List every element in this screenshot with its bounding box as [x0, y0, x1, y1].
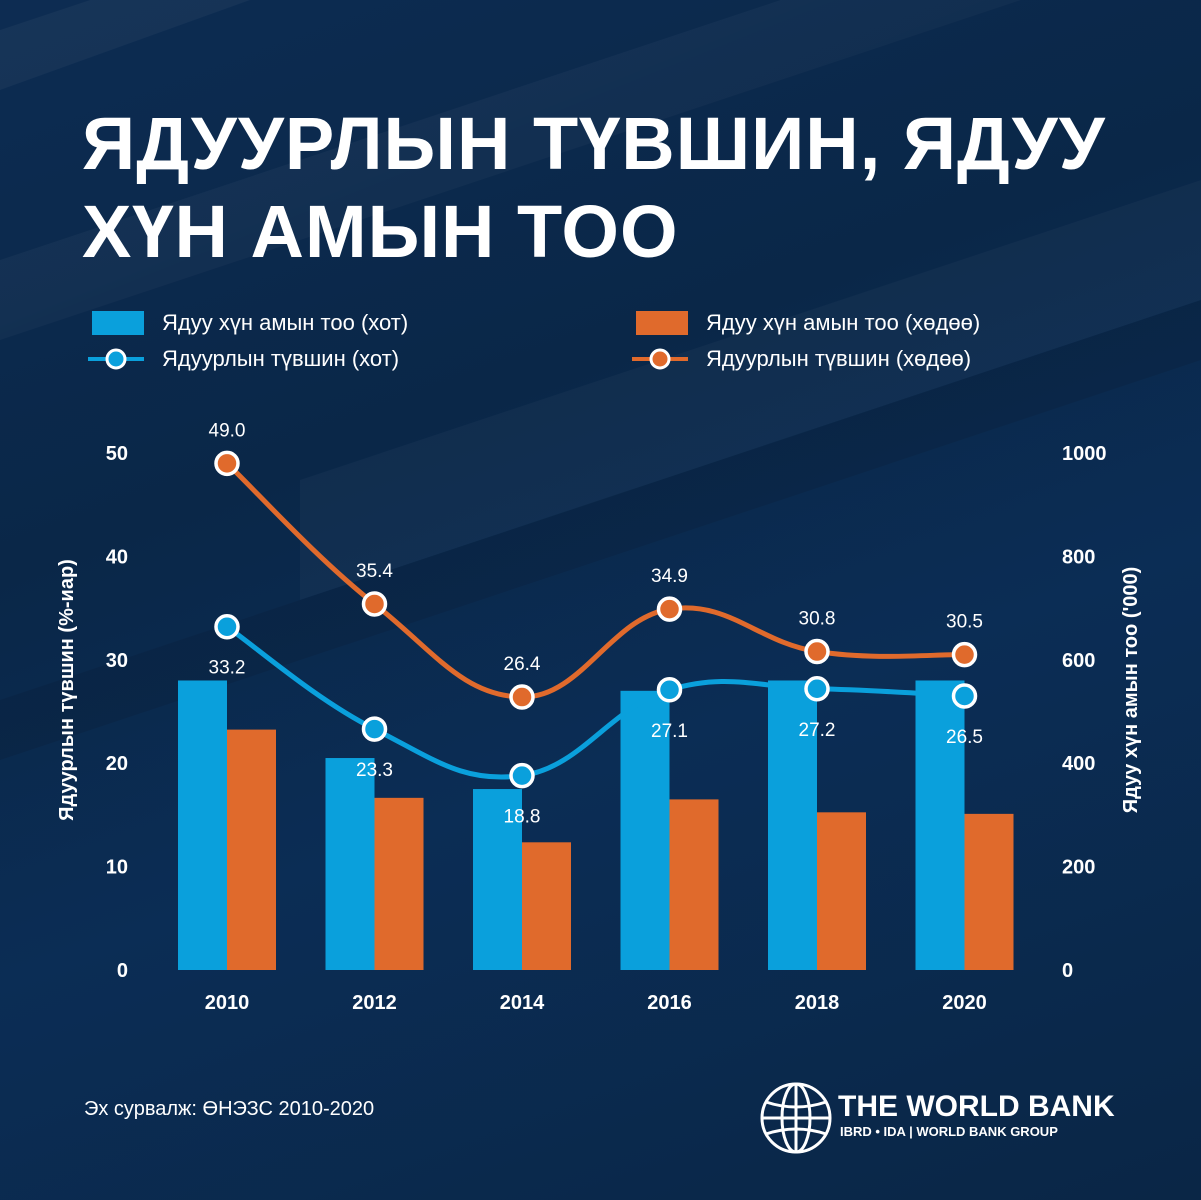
source-note: Эх сурвалж: ӨНЭЗС 2010-2020 — [84, 1098, 375, 1120]
left-axis-tick: 30 — [106, 650, 128, 672]
right-axis-tick: 0 — [1062, 960, 1073, 982]
bar-city — [325, 758, 375, 970]
legend-item-bar-rural: Ядуу хүн амын тоо (хөдөө) — [636, 310, 980, 336]
point-city — [656, 677, 683, 703]
bar-city — [178, 680, 227, 970]
data-label-city: 26.5 — [946, 727, 983, 748]
data-label-city: 33.2 — [209, 658, 246, 679]
x-axis-tick: 2020 — [942, 992, 987, 1014]
bar-city — [768, 680, 817, 970]
bar-rural — [964, 813, 1014, 970]
right-axis-tick: 1000 — [1062, 443, 1107, 465]
legend-label-bar-city: Ядуу хүн амын тоо (хот) — [162, 310, 409, 335]
data-label-rural: 34.9 — [651, 566, 688, 587]
bar-rural — [817, 812, 866, 970]
x-axis-tick: 2010 — [205, 992, 250, 1014]
point-rural — [951, 641, 978, 668]
data-label-rural: 30.8 — [799, 609, 836, 630]
data-label-rural: 49.0 — [209, 420, 246, 441]
logo-subtitle: IBRD • IDA | WORLD BANK GROUP — [840, 1124, 1058, 1139]
legend-item-bar-city: Ядуу хүн амын тоо (хот) — [92, 310, 408, 336]
x-axis-tick: 2016 — [647, 992, 692, 1014]
data-label-rural: 30.5 — [946, 612, 983, 633]
right-axis-tick: 200 — [1062, 857, 1095, 879]
left-axis-tick: 0 — [117, 960, 128, 982]
left-axis-tick: 20 — [106, 753, 128, 775]
point-city — [509, 762, 535, 789]
data-label-city: 27.1 — [651, 721, 688, 742]
bar-rural — [374, 797, 424, 970]
legend-swatch-line-city — [88, 348, 144, 370]
legend-swatch-bar-city — [92, 311, 144, 335]
right-axis-title: Ядуу хүн амын тоо ('000) — [1120, 567, 1142, 814]
logo-name: THE WORLD BANK — [838, 1090, 1115, 1123]
data-label-city: 23.3 — [356, 760, 393, 781]
data-label-rural: 26.4 — [504, 654, 541, 675]
bar-rural — [669, 799, 719, 970]
x-axis-tick: 2014 — [500, 992, 545, 1014]
point-city — [804, 676, 830, 702]
point-rural — [804, 638, 830, 665]
point-rural — [656, 596, 683, 622]
right-axis-tick: 400 — [1062, 753, 1095, 775]
point-rural — [509, 684, 535, 710]
legend-item-line-city: Ядуурлын түвшин (хот) — [88, 346, 399, 372]
right-axis-tick: 800 — [1062, 546, 1095, 568]
bar-city — [915, 680, 965, 970]
x-axis-tick: 2012 — [352, 992, 397, 1014]
point-city — [214, 613, 240, 640]
x-axis-tick: 2018 — [795, 992, 840, 1014]
bar-city — [473, 789, 522, 970]
right-axis-tick: 600 — [1062, 650, 1095, 672]
data-label-rural: 35.4 — [356, 561, 393, 582]
bar-city — [620, 690, 670, 970]
left-axis-tick: 50 — [106, 443, 128, 465]
line-rural — [225, 461, 965, 700]
point-city — [951, 683, 978, 709]
left-axis-title: Ядуурлын түвшин (%-иар) — [56, 559, 78, 821]
page-title: ЯДУУРЛЫН ТҮВШИН, ЯДУУ ХҮН АМЫН ТОО — [82, 102, 1106, 273]
bar-rural — [522, 842, 571, 970]
bar-rural — [227, 729, 276, 970]
legend-label-bar-rural: Ядуу хүн амын тоо (хөдөө) — [706, 310, 981, 335]
point-rural — [361, 591, 388, 617]
legend-swatch-line-rural — [632, 348, 688, 370]
left-axis-tick: 40 — [106, 546, 128, 568]
globe-icon — [760, 1082, 832, 1154]
legend-item-line-rural: Ядуурлын түвшин (хөдөө) — [632, 346, 971, 372]
left-axis-tick: 10 — [106, 857, 128, 879]
line-city — [225, 624, 965, 780]
legend-label-line-rural: Ядуурлын түвшин (хөдөө) — [706, 346, 972, 371]
point-city — [361, 716, 388, 742]
legend-label-line-city: Ядуурлын түвшин (хот) — [162, 346, 400, 371]
legend-swatch-bar-rural — [636, 311, 688, 335]
data-label-city: 27.2 — [799, 720, 836, 741]
point-rural — [214, 450, 240, 477]
data-label-city: 18.8 — [504, 807, 541, 828]
